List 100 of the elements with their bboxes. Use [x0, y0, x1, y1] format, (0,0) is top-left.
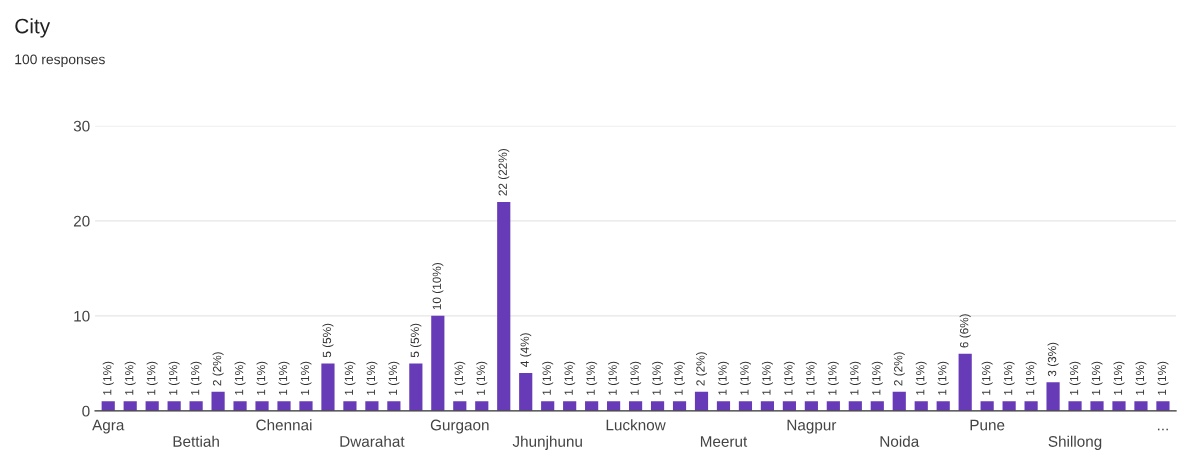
data-label: 22 (22%) — [498, 149, 510, 196]
data-label: 1 (1%) — [168, 361, 180, 395]
bar — [519, 372, 533, 411]
bar — [211, 391, 225, 411]
data-label: 1 (1%) — [739, 361, 751, 395]
x-tick-label: Jhunjhunu — [512, 435, 582, 450]
bar — [628, 401, 643, 411]
bar — [958, 353, 972, 411]
data-label: 1 (1%) — [1135, 361, 1147, 395]
data-label: 1 (1%) — [1091, 361, 1103, 395]
data-label: 10 (10%) — [432, 263, 444, 310]
bar — [453, 401, 467, 411]
data-label: 1 (1%) — [915, 361, 927, 395]
bar — [123, 401, 137, 411]
data-label: 1 (1%) — [1113, 361, 1125, 395]
data-label: 1 (1%) — [717, 361, 729, 395]
bar — [563, 401, 577, 411]
data-label: 1 (1%) — [146, 361, 158, 395]
data-label: 1 (1%) — [652, 361, 664, 395]
bar — [848, 401, 862, 411]
data-label: 1 (1%) — [278, 361, 290, 395]
bar — [716, 401, 731, 411]
x-tick-label: Nagpur — [787, 419, 837, 434]
bar — [1046, 382, 1060, 411]
chart-subtitle: 100 responses — [15, 54, 105, 68]
data-label: 1 (1%) — [234, 361, 246, 395]
data-label: 1 (1%) — [1157, 361, 1169, 395]
bar — [892, 391, 906, 411]
y-tick-label: 30 — [73, 120, 90, 132]
bar — [321, 363, 335, 411]
data-label: 2 (2%) — [893, 352, 905, 386]
x-tick-label: Chennai — [256, 419, 312, 431]
data-label: 5 (5%) — [322, 323, 334, 358]
data-label: 1 (1%) — [849, 361, 861, 395]
data-label: 1 (1%) — [564, 361, 576, 395]
bar — [980, 401, 994, 411]
data-label: 1 (1%) — [761, 361, 773, 395]
bar — [167, 401, 181, 411]
bar — [1024, 401, 1038, 411]
x-tick-label: Pune — [970, 419, 1005, 431]
data-label: 1 (1%) — [476, 361, 488, 395]
bar — [1090, 401, 1104, 411]
data-label: 1 (1%) — [981, 361, 993, 395]
data-label: 1 (1%) — [827, 361, 839, 395]
bar — [1002, 401, 1016, 411]
data-label: 1 (1%) — [783, 361, 795, 395]
bar — [233, 401, 247, 411]
data-label: 5 (5%) — [410, 323, 422, 358]
y-tick-label: 10 — [74, 310, 90, 322]
bar — [694, 391, 709, 411]
chart-title: City — [15, 18, 51, 38]
data-label: 3 (3%) — [1047, 342, 1059, 377]
x-tick-label: Noida — [880, 435, 920, 447]
data-label: 1 (1%) — [608, 361, 620, 395]
data-label: 1 (1%) — [1003, 361, 1015, 395]
x-tick-label: ... — [1157, 428, 1168, 431]
data-label: 1 (1%) — [344, 361, 356, 395]
data-label: 1 (1%) — [454, 361, 466, 395]
bar — [936, 401, 950, 411]
data-label: 1 (1%) — [630, 361, 642, 395]
bar — [431, 315, 445, 411]
y-tick-label: 20 — [73, 215, 90, 227]
bar — [255, 401, 269, 411]
data-label: 6 (6%) — [959, 314, 971, 348]
x-tick-label: Bettiah — [173, 435, 219, 447]
bar — [1134, 401, 1148, 411]
bar — [607, 401, 621, 411]
data-label: 1 (1%) — [542, 361, 554, 395]
bar — [1156, 401, 1170, 411]
bar — [738, 401, 753, 411]
x-tick-label: Lucknow — [606, 419, 666, 431]
data-label: 1 (1%) — [871, 361, 883, 395]
data-label: 1 (1%) — [937, 361, 949, 395]
bar — [145, 401, 159, 411]
x-tick-label: Gurgaon — [430, 419, 489, 434]
bar — [870, 401, 884, 411]
bar — [277, 401, 291, 411]
x-tick-label: Meerut — [700, 436, 748, 447]
bar — [672, 401, 687, 411]
bar — [804, 401, 818, 411]
data-label: 2 (2%) — [696, 352, 707, 386]
bar — [189, 401, 203, 411]
data-label: 1 (1%) — [256, 361, 268, 395]
bar — [1112, 401, 1126, 411]
bar — [475, 401, 489, 411]
bar — [914, 401, 928, 411]
bar — [101, 401, 115, 411]
data-label: 1 (1%) — [805, 361, 817, 395]
data-label: 1 (1%) — [190, 361, 202, 395]
bar — [782, 401, 796, 411]
y-tick-label: 0 — [82, 405, 90, 417]
data-label: 1 (1%) — [1069, 361, 1081, 395]
bar — [585, 401, 599, 411]
x-tick-label: Shillong — [1048, 435, 1102, 450]
bar — [409, 363, 423, 411]
data-label: 1 (1%) — [102, 361, 114, 395]
data-label: 1 (1%) — [366, 361, 378, 395]
bar — [299, 401, 313, 411]
bar — [826, 401, 840, 411]
bar — [497, 201, 511, 411]
